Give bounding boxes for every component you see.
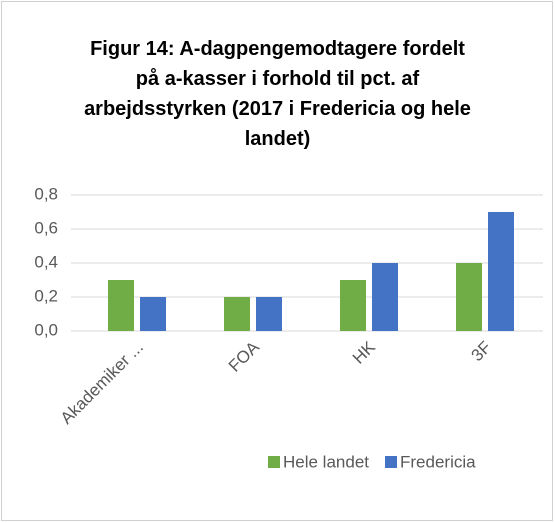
legend-label: Hele landet <box>283 452 369 471</box>
chart-title: Figur 14: A-dagpengemodtagere fordelt på… <box>84 38 471 150</box>
y-tick-label: 0,0 <box>34 320 58 339</box>
y-tick-label: 0,2 <box>34 286 58 305</box>
bar <box>488 212 514 331</box>
bar <box>140 297 166 331</box>
bar <box>340 280 366 331</box>
y-tick-label: 0,8 <box>34 184 58 203</box>
bar <box>456 263 482 331</box>
bar <box>372 263 398 331</box>
y-tick-label: 0,6 <box>34 218 58 237</box>
bar <box>256 297 282 331</box>
legend-swatch <box>385 456 398 468</box>
legend-swatch <box>268 456 280 468</box>
legend-label: Fredericia <box>400 452 476 471</box>
y-tick-label: 0,4 <box>34 252 58 271</box>
bar <box>224 297 250 331</box>
bar <box>108 280 134 331</box>
